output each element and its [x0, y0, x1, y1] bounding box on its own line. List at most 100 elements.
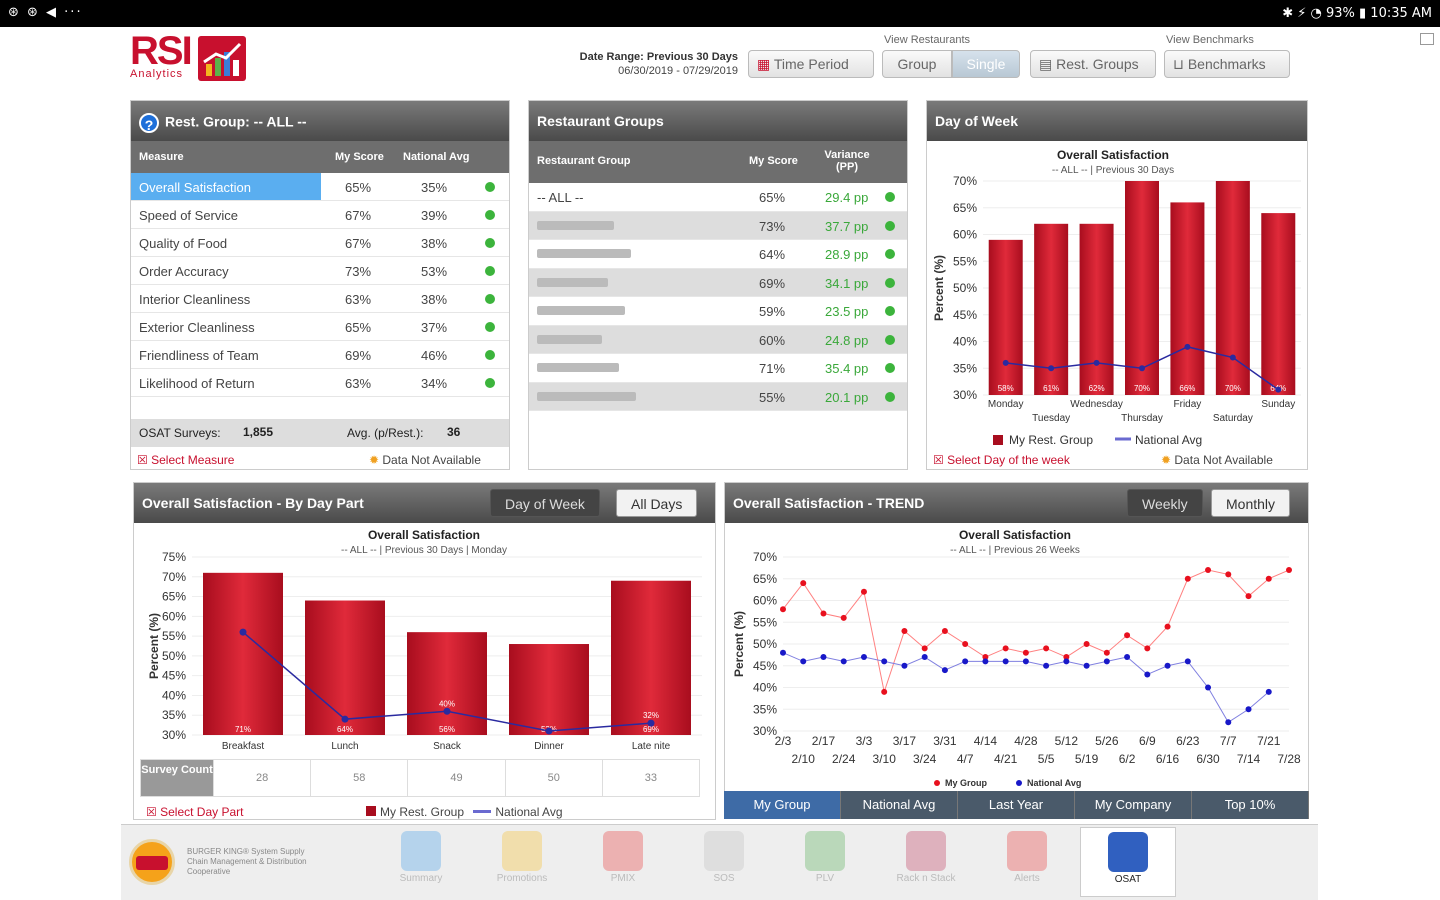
national-avg-point[interactable] — [1184, 343, 1191, 350]
trend-point[interactable] — [1083, 641, 1090, 647]
dock-item-promotions[interactable]: Promotions — [474, 827, 570, 897]
bar[interactable] — [203, 572, 283, 735]
trend-point[interactable] — [1225, 571, 1232, 578]
trend-point[interactable] — [1265, 688, 1272, 695]
bar[interactable] — [1170, 202, 1205, 395]
group-row[interactable]: 73% 37.7 pp — [529, 211, 907, 240]
help-icon[interactable]: ? — [139, 113, 159, 133]
trend-point[interactable] — [840, 658, 847, 665]
dock-item-rack-n-stack[interactable]: Rack n Stack — [878, 827, 974, 897]
trend-point[interactable] — [780, 649, 786, 656]
trend-point[interactable] — [901, 662, 908, 669]
select-measure-link[interactable]: ☒ Select Measure — [137, 453, 234, 467]
rest-groups-button[interactable]: ▤ Rest. Groups — [1030, 50, 1156, 78]
group-row[interactable]: 64% 28.9 pp — [529, 240, 907, 269]
measure-row[interactable]: Speed of Service 67% 39% — [131, 201, 509, 229]
dock-item-summary[interactable]: Summary — [373, 827, 469, 897]
time-period-button[interactable]: ▦ Time Period — [748, 50, 874, 78]
national-avg-point[interactable] — [341, 715, 349, 723]
trend-point[interactable] — [1205, 567, 1212, 574]
all-days-toggle[interactable]: All Days — [616, 489, 698, 517]
bar[interactable] — [611, 580, 691, 735]
tab-my-group[interactable]: My Group — [724, 791, 841, 819]
select-day-link[interactable]: ☒ Select Day of the week — [933, 453, 1070, 467]
group-row[interactable]: 69% 34.1 pp — [529, 268, 907, 297]
group-row[interactable]: 60% 24.8 pp — [529, 325, 907, 354]
tab-top-10-[interactable]: Top 10% — [1192, 791, 1309, 819]
trend-point[interactable] — [1225, 719, 1232, 726]
trend-point[interactable] — [962, 641, 969, 647]
measure-row[interactable]: Quality of Food 67% 38% — [131, 229, 509, 257]
national-avg-point[interactable] — [443, 707, 451, 715]
trend-point[interactable] — [860, 588, 867, 595]
measure-row[interactable]: Exterior Cleanliness 65% 37% — [131, 313, 509, 341]
measure-row[interactable]: Order Accuracy 73% 53% — [131, 257, 509, 285]
group-row[interactable]: 55% 20.1 pp — [529, 382, 907, 411]
trend-point[interactable] — [982, 654, 989, 661]
trend-point[interactable] — [962, 658, 969, 665]
trend-point[interactable] — [881, 688, 888, 695]
bar[interactable] — [1079, 223, 1114, 395]
national-avg-point[interactable] — [1002, 359, 1009, 366]
trend-point[interactable] — [800, 658, 807, 665]
trend-point[interactable] — [921, 645, 928, 652]
trend-point[interactable] — [921, 654, 928, 661]
trend-point[interactable] — [800, 580, 807, 587]
trend-point[interactable] — [1083, 662, 1090, 669]
dock-item-pmix[interactable]: PMIX — [575, 827, 671, 897]
group-row[interactable]: -- ALL -- 65% 29.4 pp — [529, 183, 907, 212]
select-daypart-link[interactable]: ☒ Select Day Part — [146, 805, 243, 819]
trend-point[interactable] — [820, 610, 827, 617]
trend-point[interactable] — [1124, 632, 1131, 639]
national-avg-point[interactable] — [1275, 386, 1282, 393]
dock-item-alerts[interactable]: Alerts — [979, 827, 1075, 897]
bar[interactable] — [509, 644, 589, 735]
trend-point[interactable] — [820, 654, 827, 661]
national-avg-point[interactable] — [1139, 365, 1145, 372]
dock-item-plv[interactable]: PLV — [777, 827, 873, 897]
day-of-week-toggle[interactable]: Day of Week — [490, 489, 600, 517]
trend-point[interactable] — [1144, 645, 1151, 652]
measure-row[interactable]: Overall Satisfaction 65% 35% — [131, 173, 509, 201]
trend-point[interactable] — [1184, 658, 1191, 665]
measure-row[interactable]: Likelihood of Return 63% 34% — [131, 369, 509, 397]
trend-point[interactable] — [1002, 658, 1009, 665]
bar[interactable] — [988, 239, 1023, 395]
window-icon[interactable] — [1420, 33, 1434, 45]
weekly-toggle[interactable]: Weekly — [1127, 489, 1203, 517]
tab-national-avg[interactable]: National Avg — [841, 791, 958, 819]
trend-point[interactable] — [1043, 645, 1050, 652]
dock-item-osat[interactable]: OSAT — [1080, 827, 1176, 897]
bar[interactable] — [1215, 181, 1250, 395]
bar[interactable] — [1261, 213, 1296, 395]
monthly-toggle[interactable]: Monthly — [1211, 489, 1291, 517]
national-avg-point[interactable] — [239, 628, 247, 636]
trend-point[interactable] — [1184, 575, 1191, 582]
trend-point[interactable] — [1245, 593, 1252, 600]
group-button[interactable]: Group — [882, 50, 952, 78]
group-row[interactable]: 71% 35.4 pp — [529, 354, 907, 383]
trend-point[interactable] — [1205, 684, 1212, 691]
dock-item-sos[interactable]: SOS — [676, 827, 772, 897]
national-avg-point[interactable] — [1093, 359, 1100, 366]
trend-point[interactable] — [1043, 662, 1050, 669]
trend-point[interactable] — [1286, 567, 1292, 574]
single-button[interactable]: Single — [952, 50, 1020, 78]
trend-point[interactable] — [1022, 658, 1029, 665]
bar[interactable] — [407, 632, 487, 735]
tab-my-company[interactable]: My Company — [1075, 791, 1192, 819]
national-avg-point[interactable] — [1048, 365, 1055, 372]
group-row[interactable]: 59% 23.5 pp — [529, 297, 907, 326]
bar[interactable] — [1125, 181, 1159, 395]
trend-point[interactable] — [1063, 654, 1070, 661]
trend-point[interactable] — [860, 654, 867, 661]
trend-point[interactable] — [1144, 671, 1151, 678]
national-avg-point[interactable] — [545, 727, 553, 735]
trend-point[interactable] — [1164, 623, 1171, 630]
measure-row[interactable]: Interior Cleanliness 63% 38% — [131, 285, 509, 313]
trend-point[interactable] — [881, 658, 888, 665]
trend-point[interactable] — [780, 606, 786, 613]
trend-point[interactable] — [840, 614, 847, 621]
trend-point[interactable] — [901, 627, 908, 634]
trend-point[interactable] — [1265, 575, 1272, 582]
